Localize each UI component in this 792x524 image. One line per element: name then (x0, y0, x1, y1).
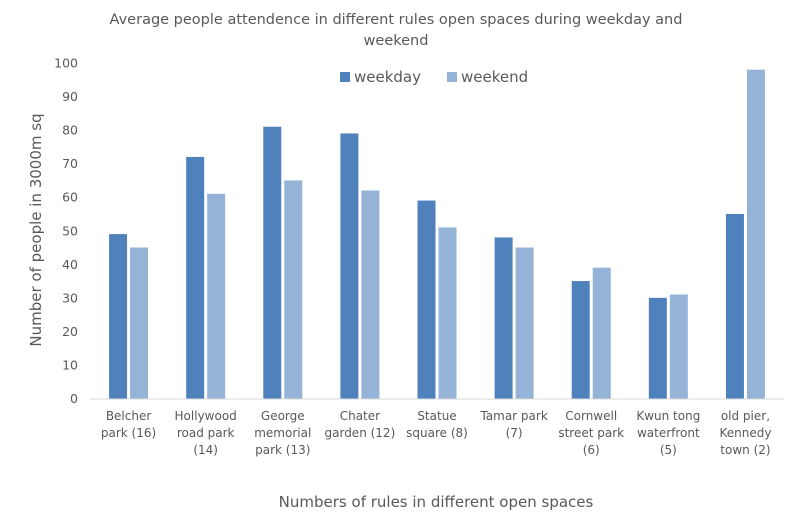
x-tick-label: Belcher park (16) (101, 409, 156, 440)
y-tick-label: 0 (70, 391, 78, 406)
x-tick-label: George memorial park (13) (254, 409, 311, 457)
legend-label-weekend: weekend (461, 68, 528, 86)
bar-weekday (571, 281, 590, 399)
bar-weekend (284, 180, 303, 399)
y-tick-label: 20 (62, 324, 78, 339)
bar-weekend (746, 69, 765, 399)
y-tick-label: 90 (62, 89, 78, 104)
y-axis-title: Number of people in 3000m sq (27, 113, 45, 346)
bar-weekday (725, 213, 744, 399)
x-tick-label: Chater garden (12) (325, 409, 396, 440)
legend-label-weekday: weekday (354, 68, 421, 86)
y-tick-label: 60 (62, 190, 78, 205)
bar-weekend (130, 247, 149, 399)
bar-weekday (263, 126, 282, 399)
y-tick-label: 100 (54, 56, 78, 71)
legend-swatch-weekend (447, 72, 457, 82)
x-tick-label: Hollywood road park (14) (175, 409, 237, 457)
bar-weekday (340, 133, 359, 399)
bar-weekday (494, 237, 513, 399)
chart-title: Average people attendence in different r… (110, 12, 683, 49)
x-axis-category-labels: Belcher park (16) Hollywood road park (14) Ge… (101, 409, 772, 457)
bars (109, 69, 765, 399)
x-tick-label: old pier, Kennedy town (2) (719, 409, 771, 457)
bar-weekend (438, 227, 457, 399)
bar-weekday (648, 297, 667, 399)
x-axis-title: Numbers of rules in different open space… (279, 493, 594, 511)
bar-weekend (515, 247, 534, 399)
y-tick-label: 40 (62, 257, 78, 272)
x-tick-label: Statue square (8) (406, 409, 468, 440)
y-tick-label: 10 (62, 357, 78, 372)
bar-weekday (417, 200, 436, 399)
y-tick-label: 70 (62, 156, 78, 171)
bar-weekday (109, 234, 128, 399)
bar-weekend (669, 294, 688, 399)
bar-weekday (186, 156, 205, 399)
bar-weekend (207, 193, 226, 399)
y-tick-label: 80 (62, 123, 78, 138)
chart-title-line: weekend (364, 33, 429, 49)
y-tick-label: 30 (62, 290, 78, 305)
x-tick-label: Cornwell street park (6) (558, 409, 624, 457)
bar-weekend (361, 190, 380, 399)
y-axis: 0 10 20 30 40 50 60 70 80 90 100 (54, 56, 78, 407)
x-tick-label: Tamar park (7) (479, 409, 547, 440)
chart-title-line: Average people attendence in different r… (110, 12, 683, 28)
y-tick-label: 50 (62, 223, 78, 238)
x-tick-label: Kwun tong waterfront (5) (636, 409, 700, 457)
legend: weekday weekend (340, 68, 528, 86)
legend-swatch-weekday (340, 72, 350, 82)
bar-weekend (592, 267, 611, 399)
